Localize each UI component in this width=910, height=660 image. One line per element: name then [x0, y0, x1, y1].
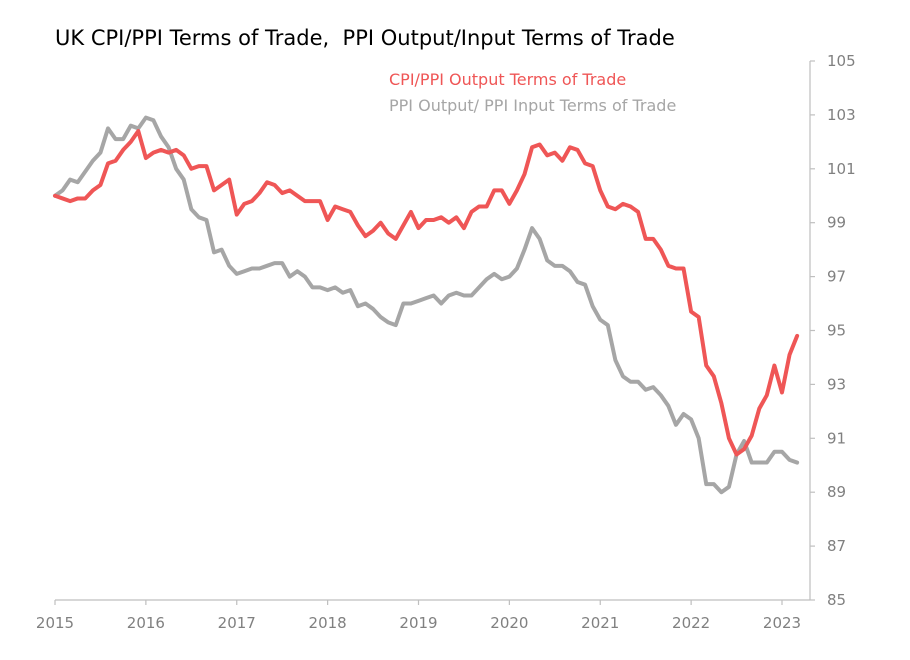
y-tick-label: 87: [827, 537, 846, 555]
legend: CPI/PPI Output Terms of Trade PPI Output…: [389, 70, 676, 115]
y-tick-label: 95: [827, 322, 846, 340]
y-tick-label: 101: [827, 160, 856, 178]
legend-entry-ppi-output-input: PPI Output/ PPI Input Terms of Trade: [389, 96, 676, 115]
axes: 2015 2016 2017 2018 2019 2020 2021 2022 2023 858…: [36, 52, 856, 632]
legend-entry-cpi-ppi: CPI/PPI Output Terms of Trade: [389, 70, 626, 89]
series-layer: [53, 115, 800, 495]
series-line-cpi-ppi: [53, 129, 800, 457]
y-tick-label: 97: [827, 268, 846, 286]
x-tick-label: 2018: [309, 614, 347, 632]
y-tick-label: 93: [827, 375, 846, 393]
y-tick-label: 105: [827, 52, 856, 70]
series-line-ppi-output-input: [53, 115, 800, 495]
y-tick-label: 85: [827, 591, 846, 609]
x-tick-label: 2022: [672, 614, 710, 632]
x-tick-label: 2017: [218, 614, 256, 632]
x-tick-label: 2023: [763, 614, 801, 632]
x-tick-label: 2021: [581, 614, 619, 632]
chart-title: UK CPI/PPI Terms of Trade, PPI Output/In…: [55, 26, 675, 50]
y-tick-label: 91: [827, 429, 846, 447]
y-tick-label: 103: [827, 106, 856, 124]
x-tick-label: 2016: [127, 614, 165, 632]
x-tick-label: 2020: [490, 614, 528, 632]
x-tick-label: 2019: [399, 614, 437, 632]
y-tick-label: 89: [827, 483, 846, 501]
x-ticks: 2015 2016 2017 2018 2019 2020 2021 2022 2023: [36, 600, 801, 632]
y-ticks: 85 87 89 91 93 95 97 99 101 103 105: [810, 52, 856, 609]
x-tick-label: 2015: [36, 614, 74, 632]
y-tick-label: 99: [827, 214, 846, 232]
